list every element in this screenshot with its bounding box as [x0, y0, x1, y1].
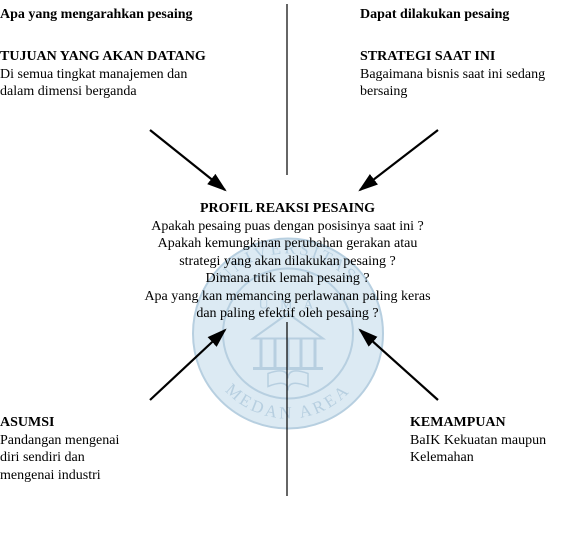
- center-q6: dan paling efektif oleh pesaing ?: [0, 305, 575, 323]
- svg-text:MEDAN AREA: MEDAN AREA: [221, 380, 353, 423]
- top-left-header: Apa yang mengarahkan pesaing: [0, 6, 280, 24]
- bottom-right-line2: Kelemahan: [410, 449, 575, 467]
- top-left-line1: Di semua tingkat manajemen dan: [0, 66, 280, 84]
- top-right-line2: bersaing: [360, 83, 575, 101]
- arrow-bottom-left: [150, 330, 225, 400]
- center-q5: Apa yang kan memancing perlawanan paling…: [0, 288, 575, 306]
- arrow-bottom-right: [360, 330, 438, 400]
- bottom-right-line1: BaIK Kekuatan maupun: [410, 432, 575, 450]
- watermark-bottom-text: MEDAN AREA: [221, 380, 353, 423]
- top-right-title: STRATEGI SAAT INI: [360, 48, 575, 66]
- bottom-left-title: ASUMSI: [0, 414, 200, 432]
- arrow-top-left: [150, 130, 225, 190]
- bottom-left-line1: Pandangan mengenai: [0, 432, 200, 450]
- top-right-header: Dapat dilakukan pesaing: [360, 6, 575, 24]
- arrow-top-right: [360, 130, 438, 190]
- center-q4: Dimana titik lemah pesaing ?: [0, 270, 575, 288]
- center-title: PROFIL REAKSI PESAING: [0, 200, 575, 218]
- top-left-title: TUJUAN YANG AKAN DATANG: [0, 48, 280, 66]
- top-right-line1: Bagaimana bisnis saat ini sedang: [360, 66, 575, 84]
- bottom-left-line2: diri sendiri dan: [0, 449, 200, 467]
- top-left-line2: dalam dimensi berganda: [0, 83, 280, 101]
- bottom-right-title: KEMAMPUAN: [410, 414, 575, 432]
- center-q1: Apakah pesaing puas dengan posisinya saa…: [0, 218, 575, 236]
- bottom-left-line3: mengenai industri: [0, 467, 200, 485]
- center-q3: strategi yang akan dilakukan pesaing ?: [0, 253, 575, 271]
- center-q2: Apakah kemungkinan perubahan gerakan ata…: [0, 235, 575, 253]
